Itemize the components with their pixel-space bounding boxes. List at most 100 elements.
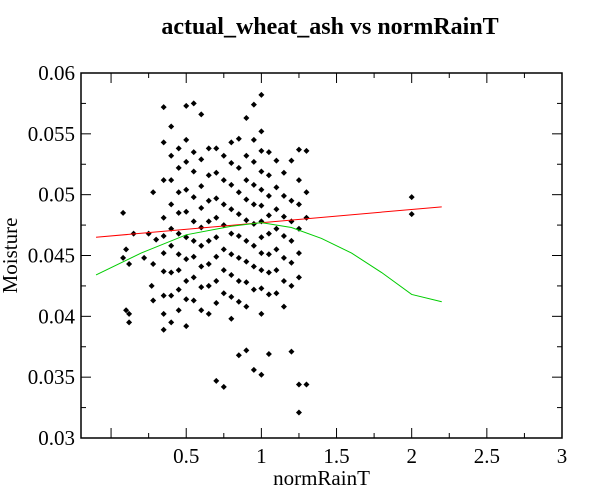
- data-point: [198, 307, 205, 314]
- data-point: [235, 189, 242, 196]
- data-point: [243, 258, 250, 265]
- data-point: [183, 158, 190, 165]
- data-point: [150, 261, 157, 268]
- data-point: [295, 177, 302, 184]
- data-point: [213, 377, 220, 384]
- data-point: [168, 201, 175, 208]
- data-point: [228, 271, 235, 278]
- data-point: [265, 172, 272, 179]
- data-point: [153, 236, 160, 243]
- x-tick-label: 3: [557, 444, 568, 468]
- data-point: [213, 145, 220, 152]
- data-point: [228, 251, 235, 258]
- data-point: [280, 233, 287, 240]
- data-point: [295, 146, 302, 153]
- data-point: [265, 192, 272, 199]
- data-point: [126, 319, 133, 326]
- data-point: [288, 218, 295, 225]
- data-point: [228, 206, 235, 213]
- data-point: [213, 234, 220, 241]
- data-point: [258, 202, 265, 209]
- data-point: [175, 307, 182, 314]
- data-point: [250, 136, 257, 143]
- data-point: [205, 197, 212, 204]
- data-point: [190, 253, 197, 260]
- data-point: [205, 261, 212, 268]
- data-point: [265, 149, 272, 156]
- data-point: [250, 101, 257, 108]
- data-point: [258, 128, 265, 135]
- data-point: [280, 303, 287, 310]
- y-axis-label: Moisture: [0, 218, 22, 294]
- data-point: [265, 351, 272, 358]
- data-point: [175, 251, 182, 258]
- data-point: [183, 102, 190, 109]
- data-point: [243, 217, 250, 224]
- data-point: [228, 181, 235, 188]
- data-point: [295, 381, 302, 388]
- y-tick-label: 0.055: [28, 122, 75, 146]
- data-point: [265, 269, 272, 276]
- data-point: [183, 186, 190, 193]
- data-point: [120, 209, 127, 216]
- data-point: [258, 91, 265, 98]
- data-point: [175, 164, 182, 171]
- data-point: [198, 183, 205, 190]
- data-point: [183, 208, 190, 215]
- y-tick-label: 0.06: [38, 61, 75, 85]
- data-point: [198, 205, 205, 212]
- data-point: [258, 371, 265, 378]
- data-point: [213, 278, 220, 285]
- y-tick-label: 0.03: [38, 426, 75, 450]
- data-point: [190, 237, 197, 244]
- data-point: [205, 172, 212, 179]
- data-point: [273, 290, 280, 297]
- data-point: [220, 201, 227, 208]
- data-point: [273, 206, 280, 213]
- data-point: [280, 254, 287, 261]
- data-point: [250, 366, 257, 373]
- data-point: [150, 189, 157, 196]
- data-point: [175, 209, 182, 216]
- data-point: [265, 291, 272, 298]
- data-point: [123, 246, 130, 253]
- data-point: [213, 169, 220, 176]
- data-point: [250, 181, 257, 188]
- data-point: [160, 177, 167, 184]
- data-point: [190, 274, 197, 281]
- data-point: [228, 139, 235, 146]
- data-point: [190, 100, 197, 107]
- data-point: [220, 267, 227, 274]
- data-point: [258, 250, 265, 257]
- data-point: [295, 201, 302, 208]
- data-point: [183, 136, 190, 143]
- data-point: [228, 293, 235, 300]
- data-point: [258, 234, 265, 241]
- y-tick-labels: 0.03 0.035 0.04 0.045 0.05 0.055 0.06: [28, 61, 76, 450]
- data-point: [265, 230, 272, 237]
- data-point: [220, 290, 227, 297]
- data-point: [235, 254, 242, 261]
- data-point: [250, 201, 257, 208]
- data-point: [183, 278, 190, 285]
- data-point: [280, 192, 287, 199]
- data-point: [288, 259, 295, 266]
- data-point: [160, 139, 167, 146]
- data-point: [408, 194, 415, 201]
- y-tick-label: 0.035: [28, 365, 75, 389]
- data-point: [273, 267, 280, 274]
- data-point: [408, 211, 415, 218]
- data-point: [288, 282, 295, 289]
- data-point: [213, 195, 220, 202]
- data-point: [168, 269, 175, 276]
- data-point: [303, 214, 310, 221]
- data-point: [175, 230, 182, 237]
- data-point: [160, 250, 167, 257]
- data-point: [288, 157, 295, 164]
- data-point: [295, 274, 302, 281]
- data-point: [288, 237, 295, 244]
- data-point: [205, 282, 212, 289]
- data-point: [160, 292, 167, 299]
- data-point: [168, 152, 175, 159]
